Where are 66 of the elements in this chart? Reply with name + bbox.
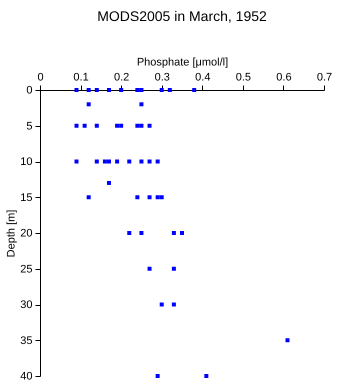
point (285, 338, 290, 342)
y-tick-label: 35 (20, 334, 32, 347)
point (74, 124, 79, 128)
y-tick-label: 15 (20, 192, 32, 204)
x-tick-label: 0.2 (114, 72, 130, 84)
y-tick-label: 30 (20, 299, 32, 311)
point (102, 160, 107, 164)
point (139, 88, 144, 92)
point (160, 302, 164, 306)
x-tick-label: 0.1 (73, 72, 89, 84)
point (148, 124, 152, 128)
point (74, 88, 79, 92)
point (148, 160, 152, 164)
point (156, 374, 160, 378)
x-tick-label: 0.7 (316, 72, 332, 84)
point (135, 124, 140, 128)
point (135, 88, 140, 92)
y-tick-label: 25 (20, 263, 32, 276)
chart-title: MODS2005 in March, 1952 (97, 8, 268, 24)
point (86, 102, 91, 106)
x-tick-label: 0.6 (276, 72, 292, 84)
point (160, 195, 164, 200)
point (172, 231, 176, 235)
point (115, 124, 120, 128)
point (180, 231, 184, 235)
point (106, 160, 111, 164)
point (74, 160, 79, 164)
x-tick-label: 0.5 (236, 72, 252, 84)
point (86, 195, 91, 200)
x-tick-label: 0.3 (154, 72, 170, 84)
point (160, 88, 164, 92)
point (172, 266, 176, 271)
point (127, 160, 132, 164)
point (86, 88, 91, 92)
point (119, 88, 124, 92)
y-tick-label: 0 (26, 84, 32, 96)
y-tick-label: 40 (20, 370, 32, 382)
y-tick-label: 5 (26, 120, 32, 132)
y-axis-title: Depth [m] (5, 210, 18, 258)
point (135, 195, 140, 200)
x-tick-label: 0.4 (195, 72, 210, 84)
point (82, 124, 87, 128)
point (106, 88, 111, 92)
y-tick-label: 20 (20, 228, 32, 240)
point (148, 195, 152, 200)
y-tick-label: 10 (20, 156, 32, 168)
point (127, 231, 132, 235)
point (156, 195, 160, 200)
point (148, 266, 152, 271)
point (94, 160, 99, 164)
x-tick-label: 0 (37, 72, 44, 84)
point (168, 88, 172, 92)
x-axis-title: Phosphate [μmol/l] (136, 56, 228, 68)
point (139, 124, 144, 128)
point (94, 124, 99, 128)
point (172, 302, 176, 306)
point (204, 374, 208, 378)
point (139, 231, 144, 235)
point (94, 88, 99, 92)
point (106, 180, 111, 185)
point (139, 160, 144, 164)
point (115, 160, 120, 164)
point (119, 124, 124, 128)
point (139, 102, 144, 106)
point (192, 88, 196, 92)
point (156, 160, 160, 164)
